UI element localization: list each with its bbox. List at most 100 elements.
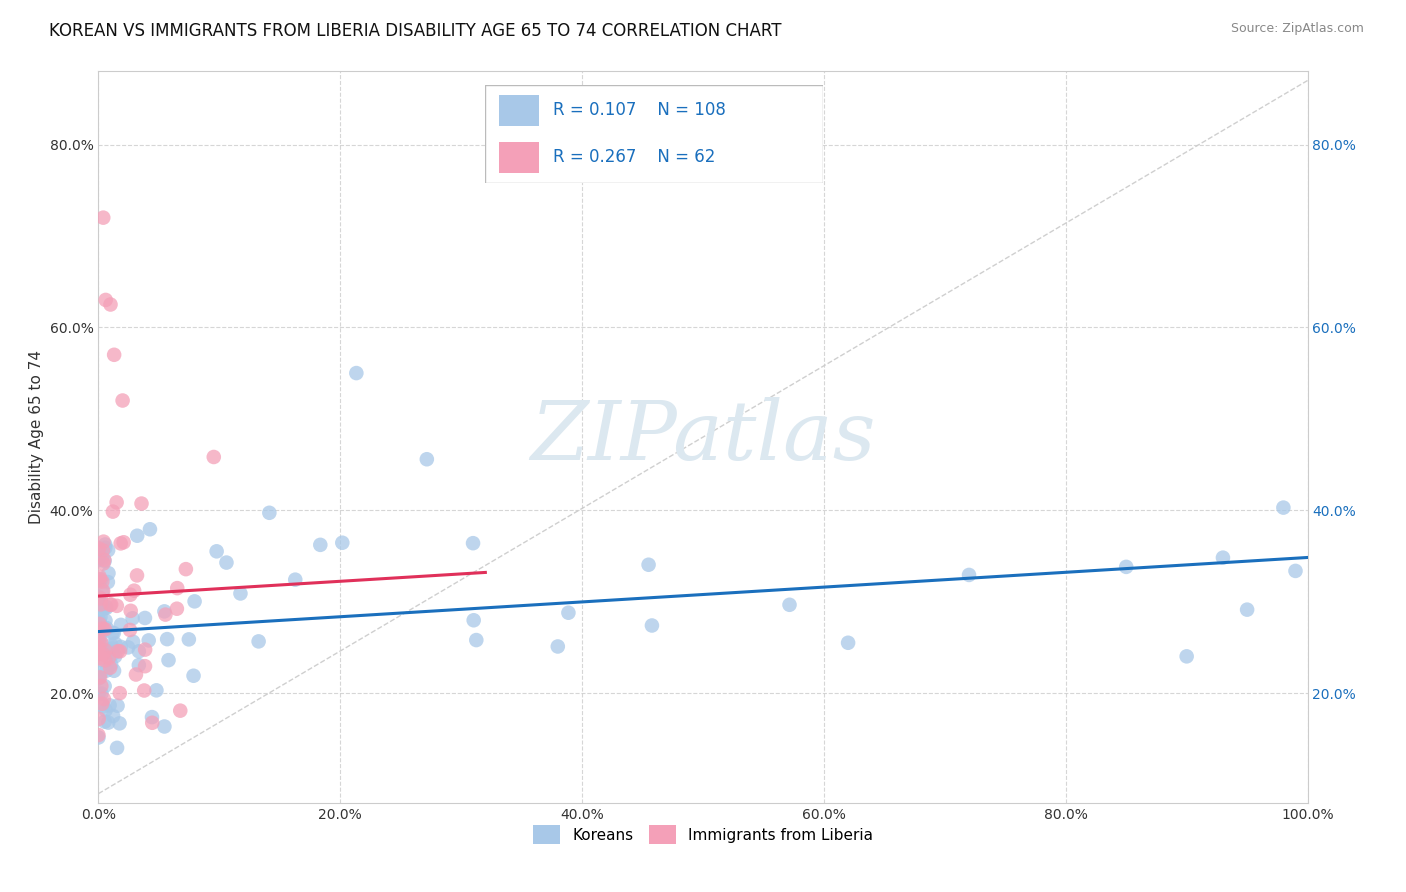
Point bbox=[98, 661, 121, 675]
Point bbox=[94, 622, 117, 636]
Point bbox=[141, 715, 163, 730]
Point bbox=[93, 601, 115, 615]
Point bbox=[87, 640, 110, 654]
Point bbox=[557, 606, 579, 620]
Point bbox=[127, 529, 149, 543]
Point bbox=[89, 646, 111, 660]
Point bbox=[89, 615, 111, 629]
Point bbox=[96, 600, 118, 615]
Point bbox=[128, 658, 150, 673]
Point bbox=[87, 590, 110, 604]
Point bbox=[259, 506, 281, 520]
Point bbox=[89, 651, 111, 665]
Point bbox=[105, 599, 128, 613]
Point bbox=[93, 714, 115, 729]
Point bbox=[110, 618, 132, 632]
Point bbox=[90, 621, 112, 635]
Point bbox=[155, 607, 177, 622]
Point bbox=[108, 716, 131, 731]
Point bbox=[97, 543, 120, 558]
Point bbox=[90, 666, 112, 681]
Point bbox=[174, 562, 197, 576]
Point bbox=[87, 731, 110, 745]
Point bbox=[1236, 602, 1258, 616]
Point bbox=[110, 640, 132, 654]
Point bbox=[205, 544, 228, 558]
Point bbox=[93, 553, 115, 567]
Point bbox=[98, 698, 121, 713]
Point bbox=[87, 541, 110, 556]
Point bbox=[110, 536, 132, 550]
FancyBboxPatch shape bbox=[485, 85, 823, 183]
Point bbox=[637, 558, 659, 572]
Point bbox=[121, 611, 143, 625]
Point bbox=[112, 535, 135, 549]
Point bbox=[641, 618, 664, 632]
Point bbox=[87, 728, 110, 742]
Point bbox=[1272, 500, 1295, 515]
Point bbox=[91, 647, 114, 661]
Point bbox=[97, 715, 120, 730]
Point bbox=[94, 643, 117, 657]
Point bbox=[229, 586, 252, 600]
Point bbox=[1212, 550, 1234, 565]
Point bbox=[463, 613, 485, 627]
Point bbox=[120, 604, 142, 618]
Point bbox=[94, 541, 117, 555]
Point bbox=[90, 598, 112, 612]
Point bbox=[131, 497, 153, 511]
Point bbox=[169, 704, 191, 718]
Point bbox=[153, 719, 176, 733]
Point bbox=[100, 297, 122, 311]
Point bbox=[330, 535, 353, 549]
Point bbox=[837, 636, 859, 650]
Text: Source: ZipAtlas.com: Source: ZipAtlas.com bbox=[1230, 22, 1364, 36]
Point bbox=[91, 584, 114, 599]
Point bbox=[91, 697, 114, 711]
Point bbox=[96, 621, 118, 635]
Point bbox=[91, 622, 114, 636]
Point bbox=[309, 538, 332, 552]
Point bbox=[111, 393, 134, 408]
Point bbox=[100, 657, 122, 672]
Point bbox=[94, 293, 117, 307]
Point bbox=[125, 667, 148, 681]
Point bbox=[247, 634, 270, 648]
Text: R = 0.267    N = 62: R = 0.267 N = 62 bbox=[553, 148, 714, 166]
Point bbox=[94, 599, 117, 614]
Point bbox=[89, 620, 111, 634]
Point bbox=[101, 647, 124, 661]
Point bbox=[104, 649, 127, 664]
Point bbox=[108, 644, 131, 658]
Point bbox=[128, 644, 150, 658]
Point bbox=[87, 672, 110, 686]
Point bbox=[90, 635, 112, 649]
Point bbox=[91, 543, 114, 558]
Point bbox=[97, 566, 120, 581]
Point bbox=[139, 522, 162, 536]
Point bbox=[101, 641, 124, 656]
Point bbox=[122, 583, 145, 598]
Point bbox=[166, 601, 188, 615]
Point bbox=[89, 572, 111, 586]
Point bbox=[103, 626, 125, 640]
Point bbox=[344, 366, 367, 380]
Point bbox=[89, 610, 111, 624]
Point bbox=[145, 683, 167, 698]
Point bbox=[93, 679, 115, 693]
Point bbox=[90, 596, 112, 610]
Point bbox=[118, 623, 141, 637]
Point bbox=[779, 598, 801, 612]
Point bbox=[157, 653, 180, 667]
Point bbox=[117, 640, 139, 655]
Point bbox=[87, 633, 110, 648]
Point bbox=[107, 698, 129, 713]
Point bbox=[104, 637, 127, 651]
Point bbox=[90, 687, 112, 701]
Point bbox=[93, 645, 115, 659]
Point bbox=[101, 709, 124, 723]
Point bbox=[89, 574, 111, 588]
Point bbox=[91, 583, 114, 598]
Point bbox=[94, 653, 117, 667]
Point bbox=[87, 541, 110, 556]
